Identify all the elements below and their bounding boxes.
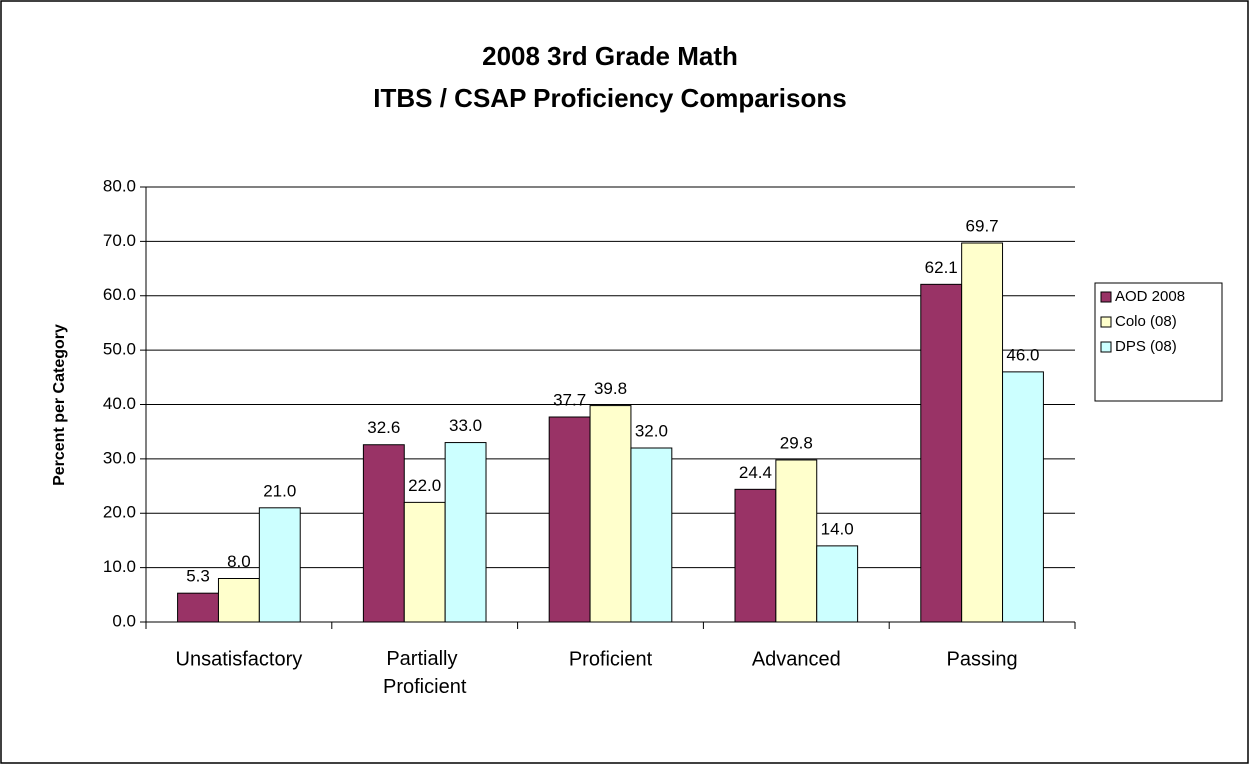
bar — [734, 488, 777, 623]
y-tick-label: 20.0 — [103, 503, 136, 522]
bar — [775, 459, 818, 623]
bar — [1002, 371, 1044, 623]
data-label: 29.8 — [780, 433, 813, 452]
data-label: 8.0 — [227, 552, 251, 571]
x-tick-label: Partially Proficient — [383, 648, 467, 698]
legend-box — [1094, 282, 1223, 402]
bar — [961, 242, 1004, 623]
data-label: 21.0 — [263, 481, 296, 500]
x-tick-label: Proficient — [569, 648, 653, 670]
data-label: 39.8 — [594, 379, 627, 398]
y-tick-label: 0.0 — [112, 611, 136, 630]
y-tick-label: 80.0 — [103, 176, 136, 195]
data-label: 46.0 — [1006, 345, 1039, 364]
data-label: 32.0 — [635, 421, 668, 440]
legend-label: Colo (08) — [1115, 313, 1177, 330]
data-label: 62.1 — [925, 258, 958, 277]
legend-label: DPS (08) — [1115, 338, 1177, 355]
bar — [258, 507, 301, 623]
bar — [362, 444, 405, 623]
y-tick-label: 40.0 — [103, 394, 136, 413]
chart-subtitle: ITBS / CSAP Proficiency Comparisons — [373, 83, 846, 113]
legend-label: AOD 2008 — [1115, 288, 1185, 305]
data-label: 24.4 — [739, 463, 772, 482]
y-tick-label: 60.0 — [103, 285, 136, 304]
y-tick-label: 10.0 — [103, 557, 136, 576]
y-axis-title: Percent per Category — [51, 324, 68, 486]
data-label: 22.0 — [408, 476, 441, 495]
legend-swatch — [1100, 341, 1112, 353]
chart-title: 2008 3rd Grade Math — [482, 41, 738, 71]
data-label: 33.0 — [449, 416, 482, 435]
bar — [403, 501, 446, 623]
data-label: 69.7 — [966, 216, 999, 235]
bar — [548, 416, 591, 623]
bar — [630, 447, 673, 623]
data-label: 5.3 — [186, 567, 210, 586]
x-tick-label: Advanced — [752, 648, 841, 670]
x-tick-label: Unsatisfactory — [176, 648, 303, 670]
bar — [444, 442, 487, 623]
y-tick-label: 30.0 — [103, 448, 136, 467]
data-label: 32.6 — [367, 418, 400, 437]
x-tick-label: Passing — [947, 648, 1018, 670]
data-label: 37.7 — [553, 390, 586, 409]
y-tick-label: 50.0 — [103, 340, 136, 359]
legend-swatch — [1100, 316, 1112, 328]
bar — [816, 545, 859, 623]
data-label: 14.0 — [821, 519, 854, 538]
y-tick-label: 70.0 — [103, 231, 136, 250]
bar — [217, 578, 260, 623]
bar — [589, 405, 632, 623]
legend-swatch — [1100, 291, 1112, 303]
bar — [920, 283, 963, 623]
bar — [177, 592, 219, 623]
